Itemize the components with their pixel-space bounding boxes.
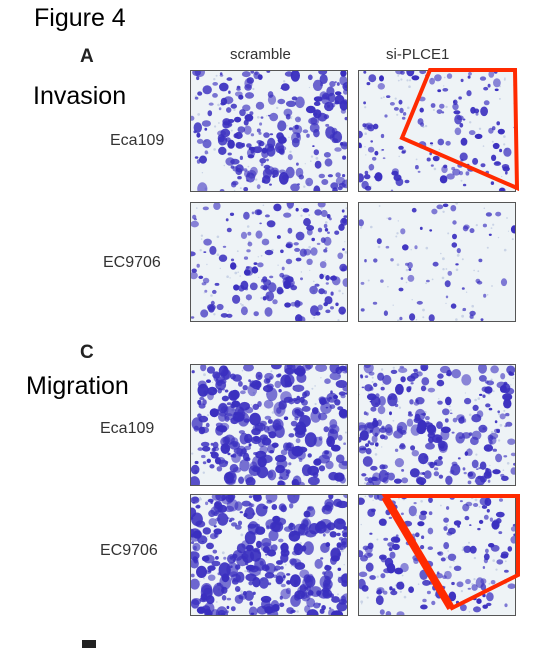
micrograph-migration-ec9706-scramble [190,494,348,616]
column-header-si-plce1: si-PLCE1 [386,46,450,63]
section-label-migration: Migration [26,372,129,400]
micrograph-invasion-eca109-si-plce1 [358,70,516,192]
micrograph-migration-eca109-scramble [190,364,348,486]
row-label-ec9706-invasion: EC9706 [103,254,161,271]
micrograph-invasion-ec9706-si-plce1 [358,202,516,322]
micrograph-invasion-eca109-scramble [190,70,348,192]
row-label-eca109-invasion: Eca109 [110,132,165,149]
panel-letter-a: A [80,46,94,67]
micrograph-migration-ec9706-si-plce1 [358,494,516,616]
micrograph-invasion-ec9706-scramble [190,202,348,322]
micrograph-migration-eca109-si-plce1 [358,364,516,486]
panel-letter-c: C [80,342,94,363]
row-label-eca109-migration: Eca109 [100,420,155,437]
section-label-invasion: Invasion [33,82,127,110]
cut-off-panel-letter [82,640,96,648]
row-label-ec9706-migration: EC9706 [100,542,158,559]
figure-title: Figure 4 [34,4,126,32]
column-header-scramble: scramble [230,46,291,63]
